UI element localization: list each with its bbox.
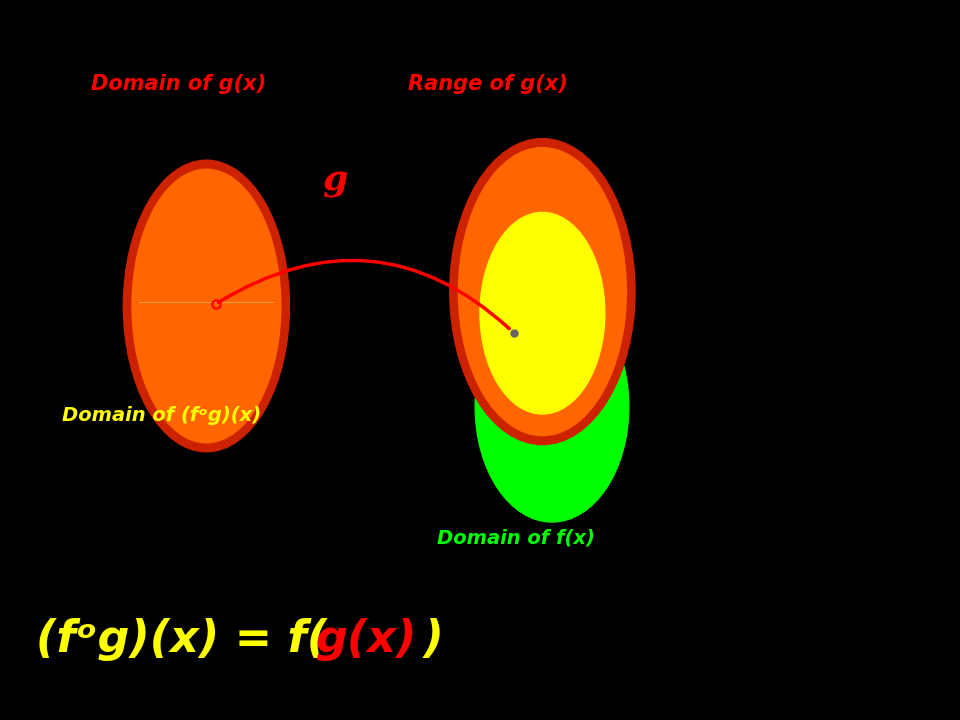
Ellipse shape <box>123 161 290 452</box>
Text: Domain of (fᵒg)(x): Domain of (fᵒg)(x) <box>62 406 261 426</box>
Text: Range of g(x): Range of g(x) <box>408 74 567 94</box>
Ellipse shape <box>480 212 605 414</box>
Text: g: g <box>323 164 348 198</box>
Ellipse shape <box>132 169 280 443</box>
Text: Domain of f(x): Domain of f(x) <box>437 528 594 548</box>
Text: ): ) <box>408 618 444 661</box>
Text: (fᵒg)(x) = f(: (fᵒg)(x) = f( <box>36 618 344 661</box>
Ellipse shape <box>449 138 636 444</box>
FancyArrowPatch shape <box>218 261 509 328</box>
Text: Domain of g(x): Domain of g(x) <box>91 74 266 94</box>
Ellipse shape <box>475 292 629 522</box>
Ellipse shape <box>459 148 626 436</box>
Text: g(x): g(x) <box>315 618 417 661</box>
